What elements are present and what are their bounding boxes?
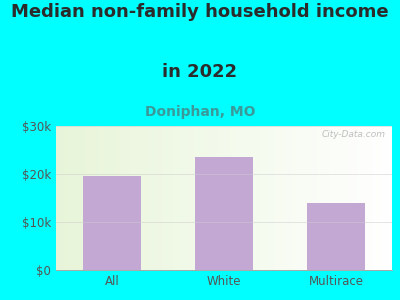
Text: Doniphan, MO: Doniphan, MO — [145, 105, 255, 119]
Bar — [307, 203, 365, 270]
Text: in 2022: in 2022 — [162, 63, 238, 81]
Text: City-Data.com: City-Data.com — [321, 130, 385, 139]
Bar — [195, 157, 253, 270]
Bar — [83, 176, 141, 270]
Text: Median non-family household income: Median non-family household income — [11, 3, 389, 21]
